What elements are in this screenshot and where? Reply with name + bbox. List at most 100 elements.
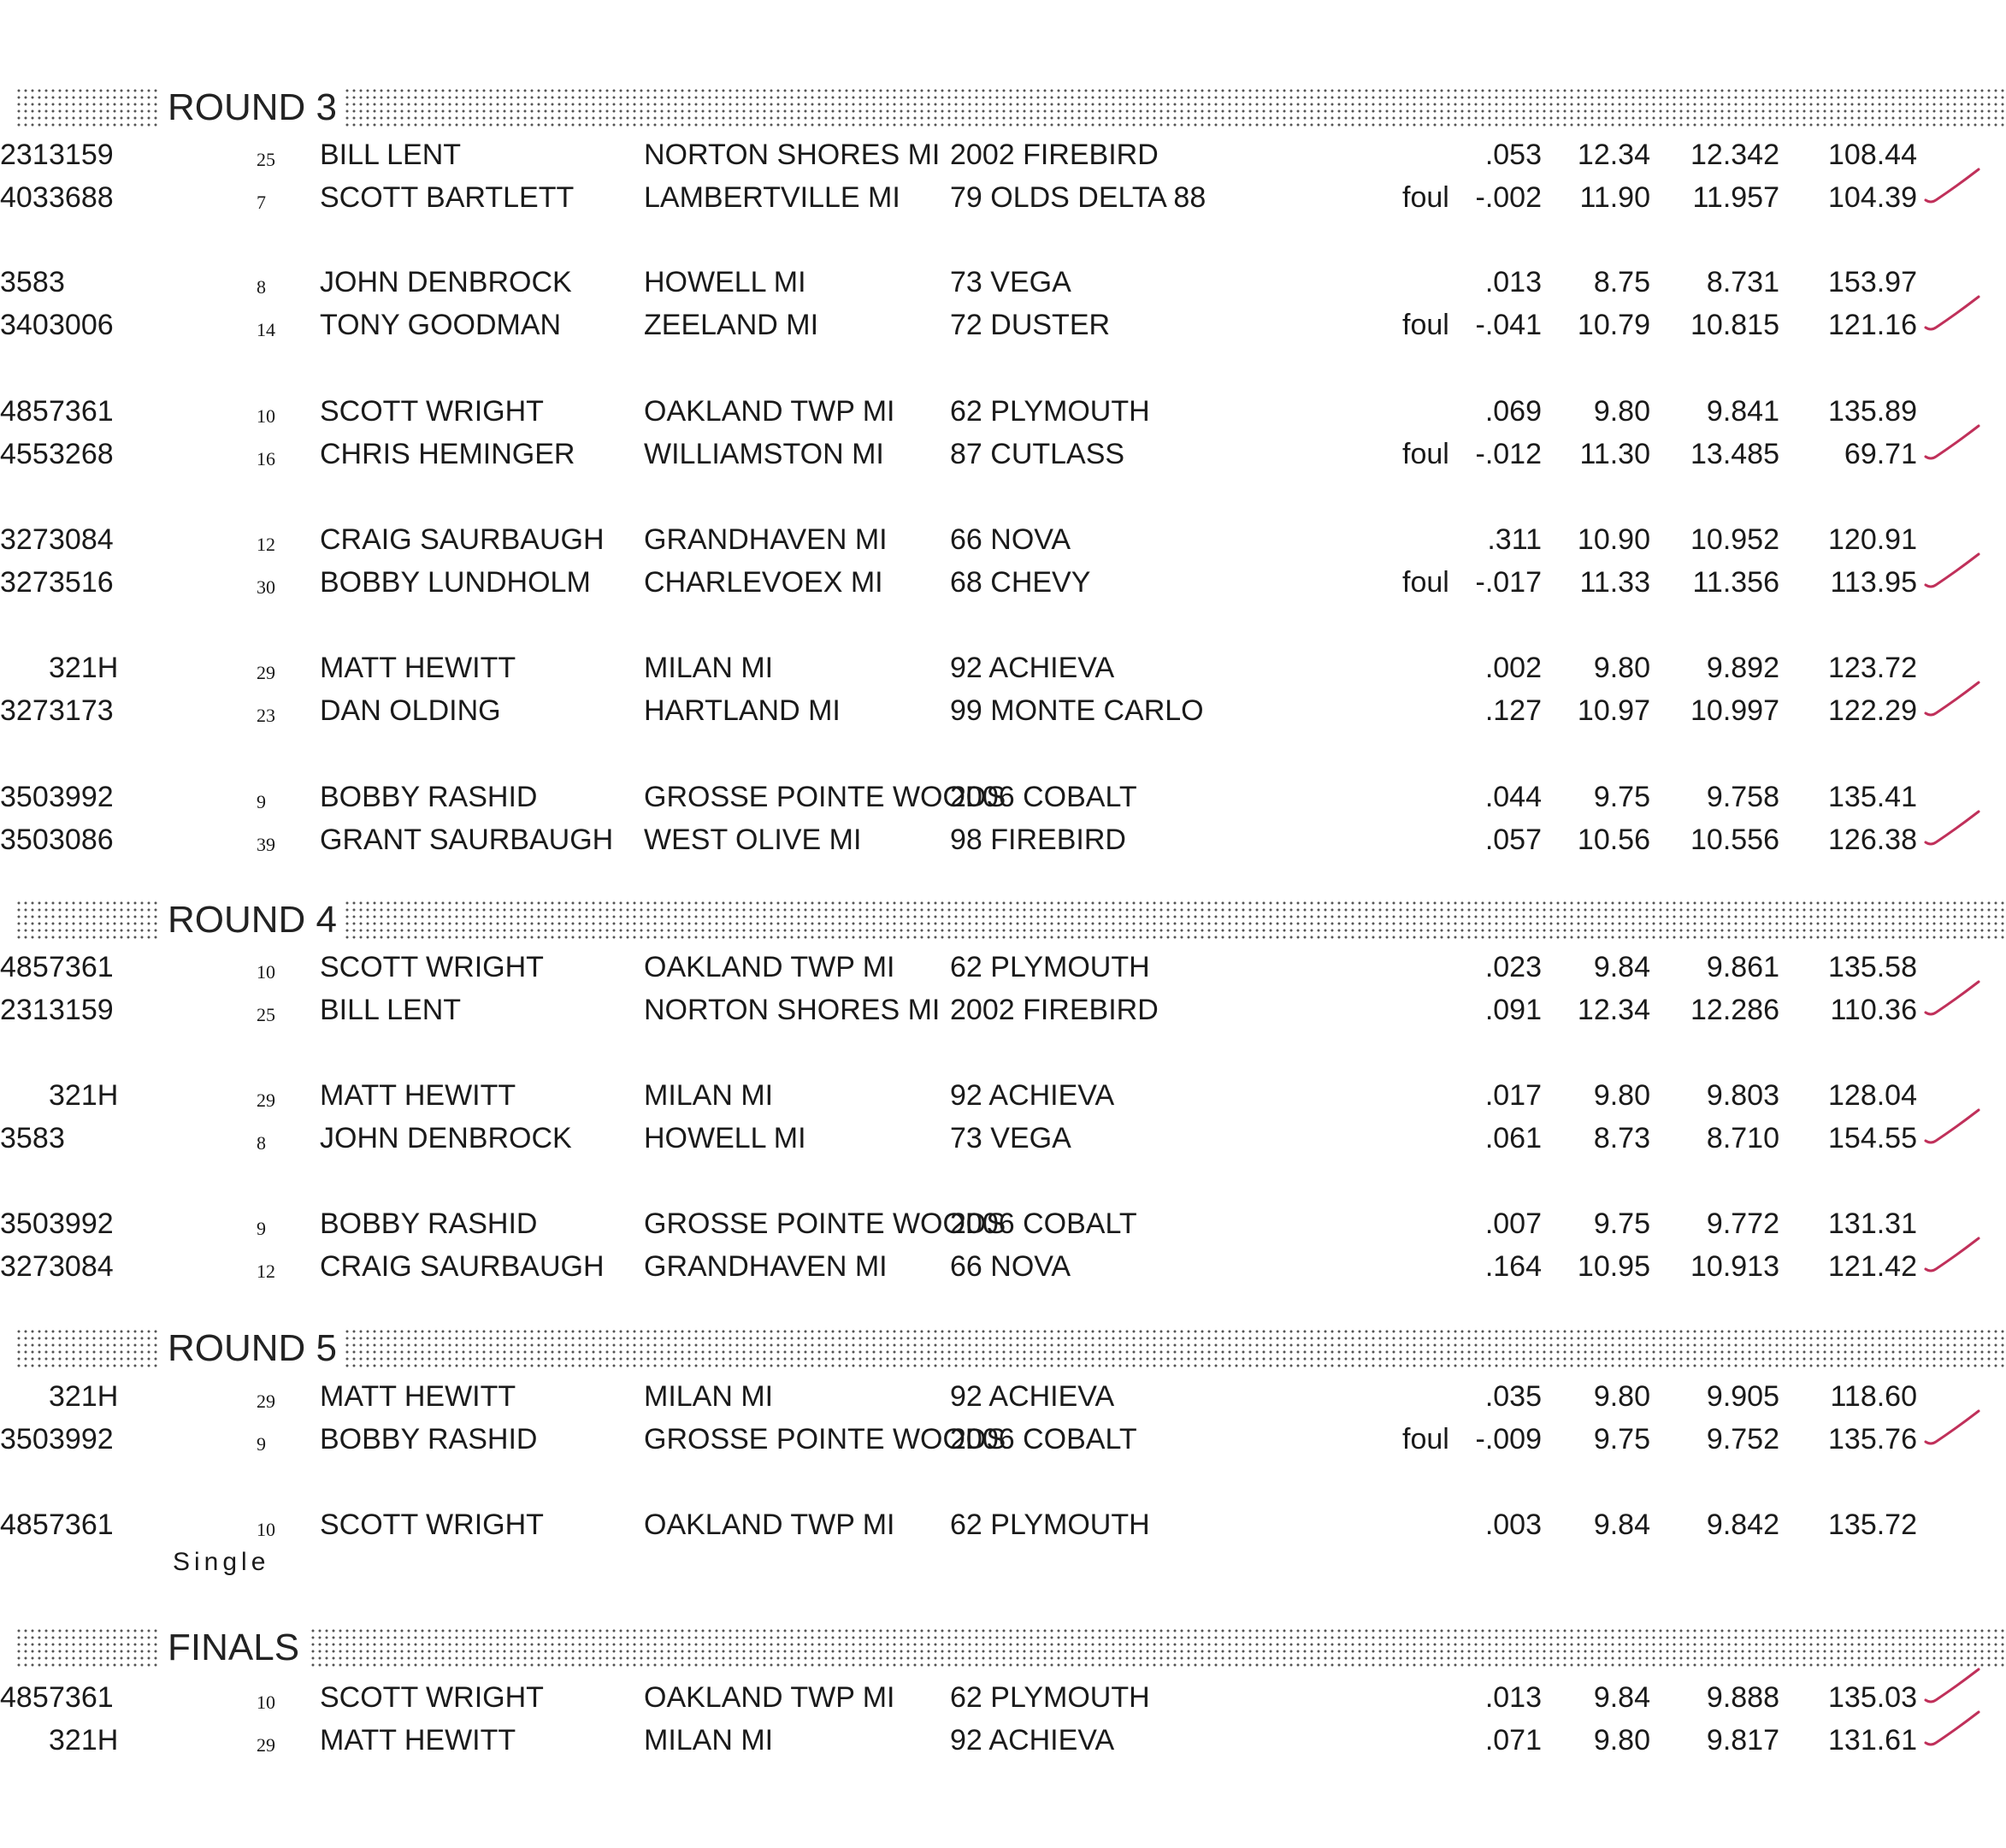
num-cell: 7361 [49, 951, 114, 983]
name-cell: MATT HEWITT [320, 652, 516, 684]
seed-cell: 10 [257, 1519, 275, 1540]
et-cell: 12.342 [1690, 139, 1779, 171]
name-cell: BOBBY LUNDHOLM [320, 566, 591, 599]
car-cell: 62 PLYMOUTH [950, 1509, 1150, 1541]
seed-cell: 9 [257, 791, 266, 812]
section-header: ROUND 5 [15, 1326, 2006, 1371]
result-row: 3086 39 GRANT SAURBAUGH WEST OLIVE MI 98 FIR… [0, 810, 2006, 859]
name-cell: MATT HEWITT [320, 1380, 516, 1413]
rt-cell: .091 [1484, 994, 1542, 1026]
mph-cell: 135.72 [1828, 1509, 1917, 1541]
dial-cell: 9.80 [1593, 1380, 1650, 1413]
dial-cell: 9.80 [1593, 1724, 1650, 1756]
car-cell: 2006 COBALT [950, 781, 1137, 813]
rt-cell: .003 [1484, 1509, 1542, 1541]
car-cell: 92 ACHIEVA [950, 1079, 1115, 1112]
rt-cell: -.012 [1475, 438, 1543, 470]
et-cell: 10.997 [1690, 694, 1779, 727]
rt-cell: .035 [1484, 1380, 1542, 1413]
mph-cell: 135.58 [1828, 951, 1917, 983]
city-cell: WILLIAMSTON MI [644, 438, 884, 470]
rt-cell: .069 [1484, 395, 1542, 428]
dial-cell: 11.33 [1579, 566, 1650, 599]
engine-cell: 231 [0, 994, 49, 1026]
foul-cell: foul [1402, 309, 1449, 341]
car-cell: 2006 COBALT [950, 1423, 1137, 1455]
city-cell: NORTON SHORES MI [644, 139, 941, 171]
engine-cell: 403 [0, 181, 49, 214]
city-cell: OAKLAND TWP MI [644, 1509, 895, 1541]
engine-cell: 327 [0, 694, 49, 727]
mph-cell: 153.97 [1828, 266, 1917, 298]
city-cell: WEST OLIVE MI [644, 824, 862, 856]
name-cell: MATT HEWITT [320, 1724, 516, 1756]
et-cell: 9.752 [1706, 1423, 1779, 1455]
engine-cell: 485 [0, 1509, 49, 1541]
engine-cell: 350 [0, 1207, 49, 1240]
check-mark-icon [1924, 1668, 1980, 1703]
num-cell: 321H [49, 1079, 119, 1112]
section-header: ROUND 4 [15, 898, 2006, 942]
dial-cell: 9.80 [1593, 395, 1650, 428]
name-cell: BOBBY RASHID [320, 1207, 538, 1240]
result-row: 3084 12 CRAIG SAURBAUGH GRANDHAVEN MI 66 NOV… [0, 520, 2006, 559]
city-cell: ZEELAND MI [644, 309, 819, 341]
num-cell: 321H [49, 652, 119, 684]
mph-cell: 121.16 [1828, 309, 1917, 341]
dial-cell: 8.75 [1593, 266, 1650, 298]
rt-cell: .023 [1484, 951, 1542, 983]
num-cell: 3992 [49, 1423, 114, 1455]
city-cell: GRANDHAVEN MI [644, 523, 888, 556]
result-row: 7361 10 SCOTT WRIGHT OAKLAND TWP MI 62 PLYMO… [0, 392, 2006, 431]
et-cell: 8.731 [1706, 266, 1779, 298]
mph-cell: 110.36 [1830, 994, 1917, 1026]
seed-cell: 29 [257, 662, 275, 683]
seed-cell: 29 [257, 1390, 275, 1412]
car-cell: 2002 FIREBIRD [950, 139, 1159, 171]
dial-cell: 9.80 [1593, 1079, 1650, 1112]
section-header: ROUND 3 [15, 86, 2006, 130]
dial-cell: 10.90 [1577, 523, 1650, 556]
car-cell: 62 PLYMOUTH [950, 951, 1150, 983]
dial-cell: 11.30 [1579, 438, 1650, 470]
dial-cell: 10.95 [1577, 1250, 1650, 1283]
mph-cell: 131.31 [1828, 1207, 1917, 1240]
seed-cell: 25 [257, 149, 275, 170]
mph-cell: 135.41 [1828, 781, 1917, 813]
engine-cell: 327 [0, 1250, 49, 1283]
city-cell: MILAN MI [644, 1380, 774, 1413]
name-cell: JOHN DENBROCK [320, 1122, 572, 1154]
et-cell: 11.957 [1692, 181, 1779, 214]
single-run-note: Single [173, 1548, 270, 1576]
mph-cell: 118.60 [1830, 1380, 1917, 1413]
num-cell: 3086 [49, 824, 114, 856]
dial-cell: 9.84 [1593, 951, 1650, 983]
result-row: 3173 23 DAN OLDING HARTLAND MI 99 MONTE CARL… [0, 681, 2006, 730]
engine-cell: 327 [0, 566, 49, 599]
result-row: 3992 9 BOBBY RASHID GROSSE POINTE WOODS 2006… [0, 1409, 2006, 1459]
car-cell: 66 NOVA [950, 1250, 1071, 1283]
mph-cell: 135.03 [1828, 1681, 1917, 1714]
car-cell: 98 FIREBIRD [950, 824, 1126, 856]
car-cell: 62 PLYMOUTH [950, 395, 1150, 428]
name-cell: CHRIS HEMINGER [320, 438, 575, 470]
num-cell: 3268 [49, 438, 114, 470]
num-cell: 3992 [49, 1207, 114, 1240]
mph-cell: 128.04 [1828, 1079, 1917, 1112]
et-cell: 10.556 [1690, 824, 1779, 856]
foul-cell: foul [1402, 566, 1449, 599]
dial-cell: 12.34 [1577, 139, 1650, 171]
mph-cell: 126.38 [1828, 824, 1917, 856]
rt-cell: .311 [1487, 523, 1542, 556]
rt-cell: .002 [1484, 652, 1542, 684]
seed-cell: 12 [257, 1261, 275, 1282]
name-cell: GRANT SAURBAUGH [320, 824, 614, 856]
et-cell: 9.841 [1706, 395, 1779, 428]
engine-cell: 358 [0, 266, 49, 298]
et-cell: 8.710 [1706, 1122, 1779, 1154]
rt-cell: .057 [1484, 824, 1542, 856]
car-cell: 66 NOVA [950, 523, 1071, 556]
car-cell: 2006 COBALT [950, 1207, 1137, 1240]
result-row: 3688 7 SCOTT BARTLETT LAMBERTVILLE MI 79 OLD… [0, 168, 2006, 217]
num-cell: 3 [49, 1122, 65, 1154]
